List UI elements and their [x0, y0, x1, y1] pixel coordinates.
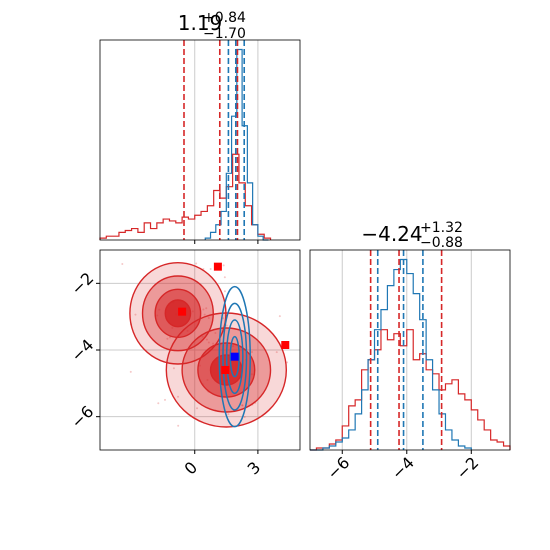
- sample-point: [278, 315, 281, 318]
- marker-red: [281, 341, 290, 349]
- sample-point: [241, 404, 244, 407]
- sample-point: [171, 326, 174, 329]
- marker-red: [178, 307, 187, 316]
- sample-point: [195, 262, 198, 265]
- x-tick-label: 0: [181, 458, 202, 479]
- sample-point: [201, 383, 204, 386]
- y-tick-label: −2: [67, 269, 97, 299]
- marginal-panel-param-2: −6 −4 −2: [309, 249, 511, 483]
- x-tick-label: 3: [244, 458, 265, 479]
- sample-point: [203, 313, 206, 316]
- sample-point: [251, 403, 254, 406]
- panel-frame: [99, 39, 301, 241]
- title-param-1-sup: +0.84: [203, 10, 246, 26]
- sample-point: [250, 351, 253, 354]
- sample-point: [223, 276, 226, 279]
- sample-point: [202, 308, 205, 311]
- sample-point: [225, 324, 228, 327]
- sample-point: [207, 390, 210, 393]
- sample-point: [174, 313, 177, 316]
- sample-point: [202, 267, 205, 270]
- panel-frame: [309, 249, 511, 451]
- joint-panel: 0 3 −2 −4 −6: [67, 249, 301, 479]
- sample-point: [206, 389, 209, 392]
- sample-point: [177, 395, 180, 398]
- marginal-panel-param-1: [99, 39, 301, 244]
- blue-contour-level: [218, 285, 251, 428]
- sample-point: [232, 345, 235, 348]
- sample-point: [121, 262, 124, 265]
- title-param-2-sup: +1.32: [420, 220, 463, 236]
- sample-point: [207, 316, 210, 319]
- title-param-2-main: −4.24: [361, 222, 422, 246]
- sample-point: [166, 337, 169, 340]
- sample-point: [241, 404, 244, 407]
- sample-point: [205, 307, 208, 310]
- sample-point: [158, 308, 161, 311]
- sample-point: [212, 342, 215, 345]
- sample-point: [214, 409, 217, 412]
- x-tick-label: −4: [388, 453, 418, 483]
- hist-series-red: [310, 329, 511, 451]
- sample-point: [129, 323, 132, 326]
- sample-point: [198, 364, 201, 367]
- title-param-1: 1.19: [178, 11, 223, 35]
- sample-point: [222, 264, 225, 267]
- title-param-2: −4.24: [361, 222, 422, 246]
- sample-point: [206, 379, 209, 382]
- sample-point: [134, 313, 137, 316]
- sample-point: [172, 301, 175, 304]
- sample-point: [227, 413, 230, 416]
- y-tick-label: −4: [67, 335, 97, 365]
- title-param-2-sub: −0.88: [420, 235, 463, 251]
- blue-contour-level: [222, 302, 248, 411]
- sample-point: [172, 367, 175, 370]
- hist-series-blue: [310, 258, 472, 451]
- sample-point: [168, 336, 171, 339]
- sample-point: [205, 338, 208, 341]
- x-tick-label: −6: [323, 453, 353, 483]
- sample-point: [163, 398, 166, 401]
- sample-point: [243, 415, 246, 418]
- sample-point: [191, 310, 194, 313]
- title-param-1-main: 1.19: [178, 11, 223, 35]
- sample-point: [196, 407, 199, 410]
- sample-point: [254, 401, 257, 404]
- sample-point: [223, 290, 226, 293]
- sample-point: [214, 332, 217, 335]
- sample-point: [201, 335, 204, 338]
- y-tick-label: −6: [67, 402, 97, 432]
- marker-red: [213, 262, 222, 271]
- red-contour-level: [164, 299, 192, 328]
- sample-point: [157, 402, 160, 405]
- sample-point: [129, 370, 132, 373]
- sample-point: [186, 329, 189, 332]
- sample-point: [177, 424, 180, 427]
- sample-point: [209, 268, 212, 271]
- sample-point: [207, 341, 210, 344]
- title-param-1-sub: −1.70: [203, 26, 246, 42]
- sample-point: [275, 351, 278, 354]
- marker-blue: [230, 352, 239, 361]
- sample-point: [250, 373, 253, 376]
- marker-red: [221, 366, 230, 374]
- hist-series-red: [99, 153, 272, 240]
- blue-contour-level: [225, 319, 244, 395]
- sample-point: [286, 361, 289, 364]
- x-tick-label: −2: [452, 453, 482, 483]
- sample-point: [156, 314, 159, 317]
- blue-contour-level: [229, 335, 240, 378]
